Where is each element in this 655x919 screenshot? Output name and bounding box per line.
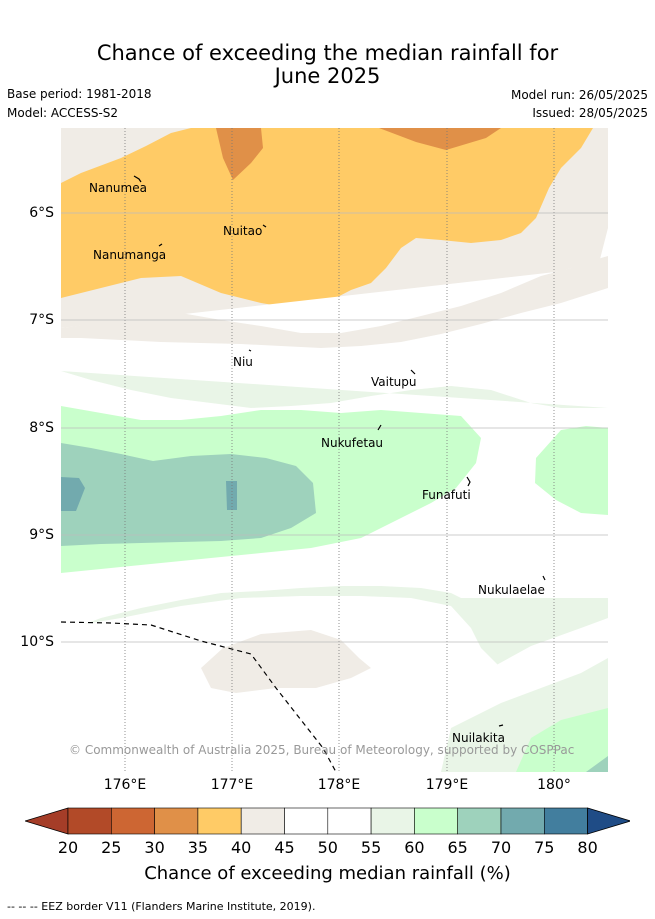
base-period: Base period: 1981-2018 [7,87,152,101]
colorbar-tick-65: 65 [447,838,468,857]
colorbar-cell-3 [197,807,242,835]
colorbar-cell-10 [500,807,545,835]
rainfall-map: Nanumea Nuitao Nanumanga Niu Vaitupu Nuk… [61,128,608,772]
colorbar-extend-high [587,807,630,835]
colorbar-tick-70: 70 [490,838,512,857]
zone-45-55-north [61,266,608,373]
colorbar-tick-75: 75 [534,838,555,857]
colorbar-cell-6 [327,807,372,835]
colorbar-tick-40: 40 [231,838,252,857]
lon-label-180: 180° [537,777,571,793]
lon-label-177e: 177°E [210,777,254,793]
zone-70-75-b [226,481,237,510]
island-label-nanumanga: Nanumanga [93,248,166,262]
map-title-line2: June 2025 [274,64,381,88]
eez-border [61,621,337,772]
lat-label-7s: 7°S [29,312,54,328]
colorbar-tick-20: 20 [57,838,79,857]
island-label-funafuti: Funafuti [422,488,471,502]
colorbar-tick-30: 30 [144,838,165,857]
island-label-nuitao: Nuitao [223,224,262,238]
zone-40-45-north-band [61,256,608,348]
colorbar-cell-1 [111,807,155,835]
colorbar-tick-60: 60 [404,838,425,857]
colorbar [25,807,630,835]
lon-label-179e: 179°E [425,777,469,793]
colorbar-tick-55: 55 [360,838,382,857]
island-label-nukulaelae: Nukulaelae [478,583,545,597]
lat-label-6s: 6°S [29,205,54,221]
zone-65-70 [61,443,316,546]
zone-30-35-b [379,128,501,150]
model-run: Model run: 26/05/2025 [510,88,648,102]
colorbar-cell-9 [457,807,502,835]
copyright-notice: © Commonwealth of Australia 2025, Bureau… [69,743,574,757]
island-marks [133,175,546,727]
lon-label-176e: 176°E [103,777,147,793]
map-title-line1: Chance of exceeding the median rainfall … [96,41,559,65]
zone-70-75-a [61,477,85,511]
longitude-gridlines [124,128,555,772]
colorbar-cell-11 [543,807,588,835]
latitude-gridlines [61,212,608,643]
lat-label-9s: 9°S [29,527,54,543]
colorbar-tick-45: 45 [274,838,295,857]
colorbar-cell-0 [67,807,112,835]
island-label-nanumea: Nanumea [89,181,147,195]
island-label-niu: Niu [233,355,253,369]
colorbar-label: Chance of exceeding median rainfall (%) [144,863,511,884]
colorbar-cell-8 [414,807,458,835]
zone-30-35-a [216,128,263,180]
lat-label-10s: 10°S [20,634,54,650]
colorbar-cell-7 [370,807,415,835]
issued-date: Issued: 28/05/2025 [532,106,648,120]
island-label-nuilakita: Nuilakita [452,731,505,745]
colorbar-cell-4 [240,807,285,835]
zone-35-40 [61,128,593,308]
lat-label-8s: 8°S [29,420,54,436]
model-name: Model: ACCESS-S2 [7,106,119,120]
colorbar-tick-35: 35 [187,838,209,857]
colorbar-tick-80: 80 [577,838,598,857]
island-label-vaitupu: Vaitupu [371,375,417,389]
zone-60-65-se [516,708,608,772]
zone-65-70-se [586,756,608,772]
eez-footnote: -- -- -- EEZ border V11 (Flanders Marine… [7,900,316,913]
colorbar-cell-2 [154,807,199,835]
zone-60-65-east [535,426,608,515]
colorbar-cell-5 [284,807,329,835]
zone-40-45-south [201,630,371,693]
island-label-nukufetau: Nukufetau [321,436,383,450]
colorbar-extend-low [25,807,69,835]
colorbar-tick-25: 25 [101,838,122,857]
lon-label-178e: 178°E [317,777,361,793]
colorbar-tick-50: 50 [317,838,338,857]
